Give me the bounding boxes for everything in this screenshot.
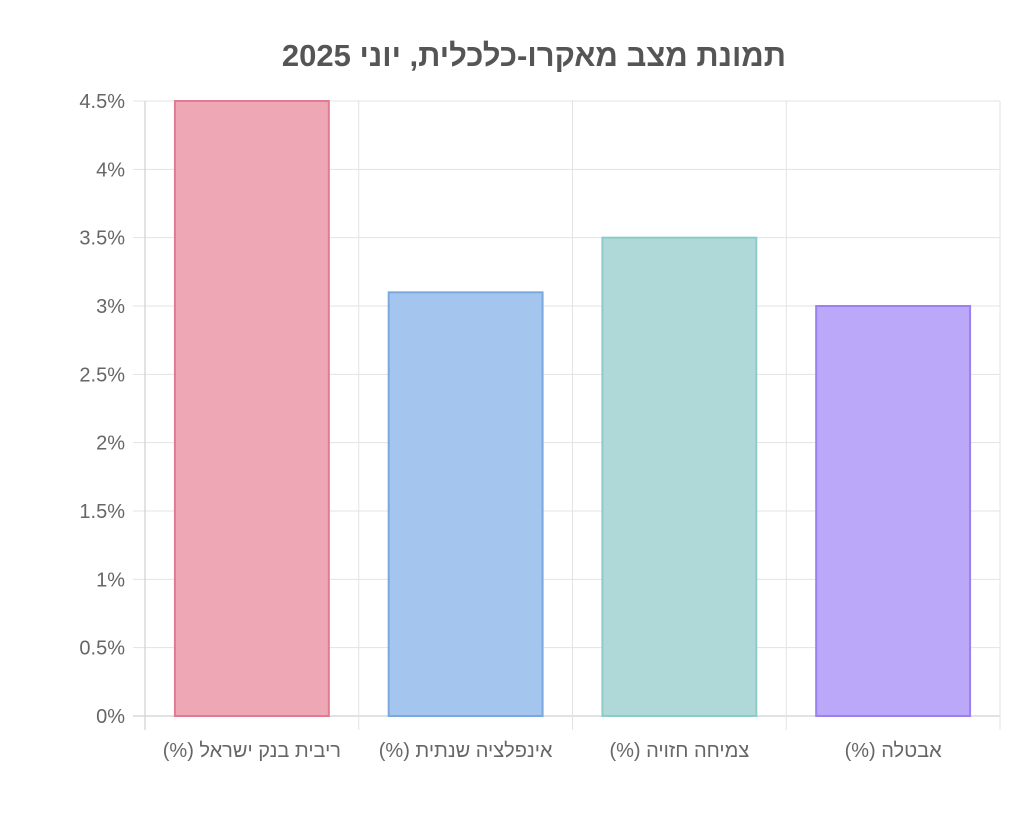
y-tick-label: 1% <box>96 569 125 591</box>
y-tick-label: 3.5% <box>79 228 125 250</box>
bar[interactable] <box>601 236 758 718</box>
x-category-label: ריבית בנק ישראל (%) <box>163 740 341 762</box>
y-axis-ticks: 0% 0.5% 1% 1.5% 2% 2.5% 3% 3.5% 4% 4.5% <box>79 91 125 728</box>
y-tick-label: 0.5% <box>79 638 125 660</box>
bar[interactable] <box>173 100 330 717</box>
bar[interactable] <box>815 305 972 717</box>
y-tick-label: 3% <box>96 296 125 318</box>
x-category-label: אינפלציה שנתית (%) <box>379 740 553 762</box>
y-tick-label: 2% <box>96 433 125 455</box>
bars <box>173 100 972 718</box>
x-category-label: צמיחה חזויה (%) <box>609 740 749 762</box>
y-tick-label: 1.5% <box>79 501 125 523</box>
y-tick-label: 4.5% <box>79 91 125 113</box>
bar[interactable] <box>387 291 544 717</box>
x-category-label: אבטלה (%) <box>845 740 943 762</box>
chart-title: תמונת מצב מאקרו-כלכלית, יוני 2025 <box>281 38 787 73</box>
y-tick-label: 4% <box>96 159 125 181</box>
y-tick-label: 2.5% <box>79 364 125 386</box>
y-tick-label: 0% <box>96 706 125 728</box>
x-axis-labels: ריבית בנק ישראל (%) אינפלציה שנתית (%) צמי… <box>163 740 942 762</box>
